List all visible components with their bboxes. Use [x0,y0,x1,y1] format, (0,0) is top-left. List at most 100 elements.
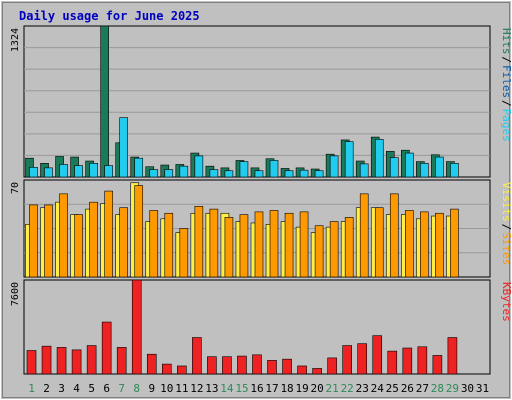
x-tick-label: 11 [175,382,188,395]
bar-pages [299,169,309,178]
bar-kbytes [131,279,142,375]
legend-entry-pages: Pages [500,109,512,142]
bar-kbytes [327,357,337,375]
x-tick-label: 19 [295,382,308,395]
x-tick-label: 31 [476,382,489,395]
x-tick-label: 21 [326,382,339,395]
x-tick-label: 13 [205,382,218,395]
legend-bottom: KBytes [500,282,512,322]
bar-pages [344,141,354,178]
x-tick-label: 30 [461,382,474,395]
bar-pages [164,169,174,178]
bar-sites [284,212,294,278]
bar-sites [134,185,144,278]
legend-entry-hits: Hits [500,28,512,55]
bar-kbytes [282,358,292,375]
bar-pages [450,163,459,178]
bar-kbytes [417,346,428,375]
bar-kbytes [267,360,277,375]
x-tick-label: 5 [88,382,95,395]
max-value-label-middle: 70 [10,182,21,194]
bar-kbytes [372,335,383,375]
x-tick-label: 9 [148,382,155,395]
bar-sites [209,208,219,278]
x-tick-label: 27 [416,382,429,395]
bar-pages [149,169,159,178]
bar-pages [405,152,414,178]
bar-sites [29,204,38,278]
bar-pages [254,170,264,178]
bar-kbytes [26,350,37,375]
x-tick-label: 12 [190,382,203,395]
x-tick-label: 16 [250,382,263,395]
bar-sites [239,214,249,278]
bar-pages [29,167,38,178]
bar-kbytes [207,356,217,375]
bar-pages [374,139,384,178]
x-tick-label: 8 [133,382,140,395]
x-tick-label: 23 [356,382,369,395]
bar-pages [59,164,68,178]
bar-sites [74,214,83,278]
bar-hits [100,25,109,178]
bar-sites [314,225,324,278]
bar-kbytes [402,347,413,375]
legend-separator: / [500,100,512,107]
bar-pages [104,165,113,178]
plot-area-top [23,25,491,178]
x-tick-label: 6 [103,382,110,395]
x-tick-label: 24 [371,382,385,395]
bar-pages [389,157,399,178]
x-tick-label: 20 [311,382,324,395]
bar-kbytes [237,355,247,375]
bar-pages [435,156,444,178]
x-tick-label: 17 [265,382,278,395]
bar-sites [179,228,189,278]
bar-kbytes [116,347,127,375]
bar-kbytes [86,345,97,375]
legend-middle: Visits /Sites [500,182,512,265]
bar-kbytes [71,349,82,375]
legend-top: Hits/Files/Pages [500,28,512,142]
x-tick-label: 22 [341,382,354,395]
bar-kbytes [146,353,157,375]
x-tick-label: 1 [28,382,35,395]
bar-pages [44,167,53,178]
bar-sites [149,210,159,278]
bar-sites [450,208,459,278]
bar-kbytes [387,350,398,375]
bar-pages [224,170,234,178]
bar-sites [359,193,369,278]
bar-sites [299,211,309,278]
bar-sites [389,193,399,278]
x-tick-label: 14 [220,382,234,395]
bar-pages [329,155,339,178]
bar-kbytes [41,345,52,375]
bar-sites [224,217,234,278]
bar-kbytes [101,321,112,375]
bar-kbytes [161,363,172,375]
bar-kbytes [447,337,458,375]
legend-entry-sites: Sites [500,232,512,265]
bar-pages [179,165,189,178]
bar-kbytes [56,347,67,375]
max-value-label-bottom: 7600 [10,282,21,306]
max-value-label-top: 1324 [10,28,21,52]
bar-sites [405,210,414,278]
bar-kbytes [222,356,232,375]
x-tick-label: 29 [446,382,459,395]
bar-kbytes [192,337,202,375]
bar-pages [239,161,249,178]
bar-pages [89,163,98,178]
x-tick-label: 18 [280,382,293,395]
bar-sites [269,210,279,278]
bar-sites [119,207,128,278]
bar-kbytes [357,343,368,375]
chart-title: Daily usage for June 2025 [19,9,200,23]
bar-sites [164,212,174,278]
x-tick-label: 2 [43,382,50,395]
x-tick-label: 7 [118,382,125,395]
x-tick-label: 15 [235,382,248,395]
bar-pages [134,157,144,178]
